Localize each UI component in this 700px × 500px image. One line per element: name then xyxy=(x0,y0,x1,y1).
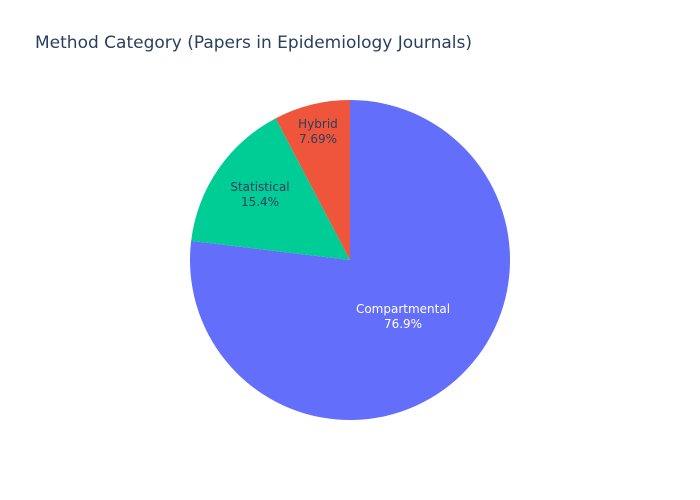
slice-percent: 15.4% xyxy=(241,195,279,209)
slice-name: Statistical xyxy=(230,180,289,194)
slice-label-compartmental: Compartmental 76.9% xyxy=(356,302,450,331)
slice-name: Compartmental xyxy=(356,302,450,316)
pie-slices xyxy=(190,100,510,421)
slice-label-statistical: Statistical 15.4% xyxy=(230,180,289,209)
chart-title: Method Category (Papers in Epidemiology … xyxy=(35,33,473,53)
pie-labels: Compartmental 76.9% Statistical 15.4% Hybrid… xyxy=(230,117,450,331)
slice-percent: 7.69% xyxy=(299,132,337,146)
pie-slice-hybrid[interactable] xyxy=(275,100,350,260)
pie-slice-statistical[interactable] xyxy=(191,118,350,260)
slice-percent: 76.9% xyxy=(384,317,422,331)
slice-name: Hybrid xyxy=(298,117,338,131)
slice-label-hybrid: Hybrid 7.69% xyxy=(298,117,338,146)
